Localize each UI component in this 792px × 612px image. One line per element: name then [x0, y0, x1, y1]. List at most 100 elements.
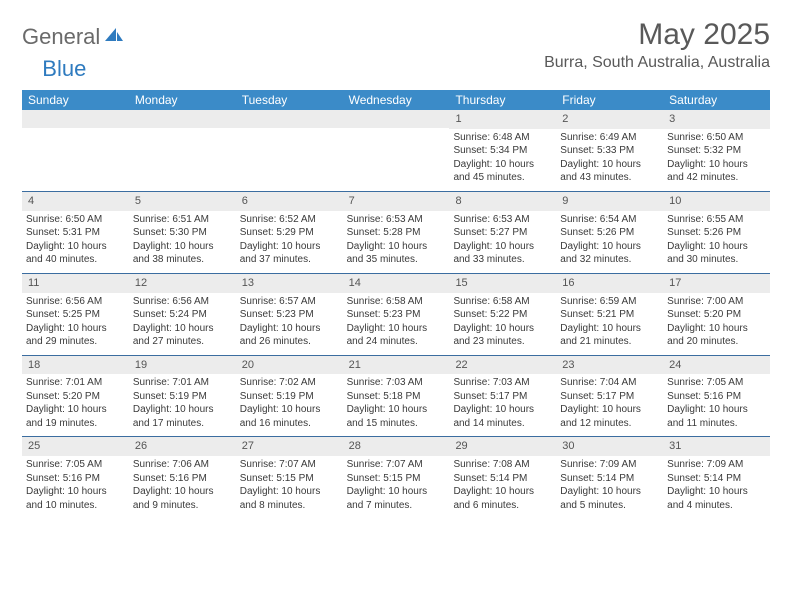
sunset-text: Sunset: 5:16 PM: [26, 472, 125, 486]
daylight-text: Daylight: 10 hours and 11 minutes.: [667, 403, 766, 430]
daylight-text: Daylight: 10 hours and 6 minutes.: [453, 485, 552, 512]
week-row: 1Sunrise: 6:48 AMSunset: 5:34 PMDaylight…: [22, 110, 770, 192]
sunrise-text: Sunrise: 6:59 AM: [560, 295, 659, 309]
day-cell: 14Sunrise: 6:58 AMSunset: 5:23 PMDayligh…: [343, 274, 450, 355]
day-body: Sunrise: 6:53 AMSunset: 5:28 PMDaylight:…: [343, 211, 450, 273]
sunset-text: Sunset: 5:22 PM: [453, 308, 552, 322]
week-row: 18Sunrise: 7:01 AMSunset: 5:20 PMDayligh…: [22, 356, 770, 438]
day-cell: 8Sunrise: 6:53 AMSunset: 5:27 PMDaylight…: [449, 192, 556, 273]
sunrise-text: Sunrise: 7:01 AM: [133, 376, 232, 390]
sunrise-text: Sunrise: 7:03 AM: [347, 376, 446, 390]
day-cell: 13Sunrise: 6:57 AMSunset: 5:23 PMDayligh…: [236, 274, 343, 355]
sunset-text: Sunset: 5:25 PM: [26, 308, 125, 322]
daylight-text: Daylight: 10 hours and 40 minutes.: [26, 240, 125, 267]
sunset-text: Sunset: 5:14 PM: [560, 472, 659, 486]
daylight-text: Daylight: 10 hours and 45 minutes.: [453, 158, 552, 185]
daylight-text: Daylight: 10 hours and 30 minutes.: [667, 240, 766, 267]
day-number: 25: [22, 437, 129, 456]
sunset-text: Sunset: 5:17 PM: [560, 390, 659, 404]
dow-row: Sunday Monday Tuesday Wednesday Thursday…: [22, 90, 770, 110]
day-cell: 30Sunrise: 7:09 AMSunset: 5:14 PMDayligh…: [556, 437, 663, 518]
dow-thursday: Thursday: [449, 90, 556, 110]
day-cell: 26Sunrise: 7:06 AMSunset: 5:16 PMDayligh…: [129, 437, 236, 518]
day-body: Sunrise: 7:01 AMSunset: 5:19 PMDaylight:…: [129, 374, 236, 436]
day-number: 2: [556, 110, 663, 129]
day-body: Sunrise: 6:53 AMSunset: 5:27 PMDaylight:…: [449, 211, 556, 273]
sunrise-text: Sunrise: 6:55 AM: [667, 213, 766, 227]
day-cell: 25Sunrise: 7:05 AMSunset: 5:16 PMDayligh…: [22, 437, 129, 518]
day-number: 13: [236, 274, 343, 293]
logo: General: [22, 18, 125, 50]
day-cell: 19Sunrise: 7:01 AMSunset: 5:19 PMDayligh…: [129, 356, 236, 437]
calendar: Sunday Monday Tuesday Wednesday Thursday…: [22, 90, 770, 518]
daylight-text: Daylight: 10 hours and 5 minutes.: [560, 485, 659, 512]
weeks-container: 1Sunrise: 6:48 AMSunset: 5:34 PMDaylight…: [22, 110, 770, 518]
day-number: 19: [129, 356, 236, 375]
day-number: 1: [449, 110, 556, 129]
day-number: 6: [236, 192, 343, 211]
daylight-text: Daylight: 10 hours and 29 minutes.: [26, 322, 125, 349]
sunset-text: Sunset: 5:26 PM: [667, 226, 766, 240]
dow-wednesday: Wednesday: [343, 90, 450, 110]
sunset-text: Sunset: 5:28 PM: [347, 226, 446, 240]
day-body: Sunrise: 6:56 AMSunset: 5:24 PMDaylight:…: [129, 293, 236, 355]
day-cell: 10Sunrise: 6:55 AMSunset: 5:26 PMDayligh…: [663, 192, 770, 273]
logo-text-general: General: [22, 24, 100, 50]
day-number: 9: [556, 192, 663, 211]
empty-day: [236, 110, 343, 128]
sunset-text: Sunset: 5:19 PM: [240, 390, 339, 404]
day-cell: 31Sunrise: 7:09 AMSunset: 5:14 PMDayligh…: [663, 437, 770, 518]
sunrise-text: Sunrise: 7:06 AM: [133, 458, 232, 472]
day-number: 28: [343, 437, 450, 456]
day-cell: 12Sunrise: 6:56 AMSunset: 5:24 PMDayligh…: [129, 274, 236, 355]
day-body: Sunrise: 7:01 AMSunset: 5:20 PMDaylight:…: [22, 374, 129, 436]
day-body: Sunrise: 7:06 AMSunset: 5:16 PMDaylight:…: [129, 456, 236, 518]
daylight-text: Daylight: 10 hours and 26 minutes.: [240, 322, 339, 349]
day-body: Sunrise: 7:04 AMSunset: 5:17 PMDaylight:…: [556, 374, 663, 436]
daylight-text: Daylight: 10 hours and 21 minutes.: [560, 322, 659, 349]
day-number: 5: [129, 192, 236, 211]
sunset-text: Sunset: 5:18 PM: [347, 390, 446, 404]
sunset-text: Sunset: 5:15 PM: [347, 472, 446, 486]
sunset-text: Sunset: 5:26 PM: [560, 226, 659, 240]
sunrise-text: Sunrise: 6:51 AM: [133, 213, 232, 227]
day-cell: 2Sunrise: 6:49 AMSunset: 5:33 PMDaylight…: [556, 110, 663, 191]
daylight-text: Daylight: 10 hours and 32 minutes.: [560, 240, 659, 267]
day-number: 29: [449, 437, 556, 456]
day-body: Sunrise: 6:56 AMSunset: 5:25 PMDaylight:…: [22, 293, 129, 355]
sunset-text: Sunset: 5:23 PM: [240, 308, 339, 322]
day-body: Sunrise: 6:50 AMSunset: 5:31 PMDaylight:…: [22, 211, 129, 273]
logo-sail-icon: [100, 24, 125, 50]
day-body: Sunrise: 7:00 AMSunset: 5:20 PMDaylight:…: [663, 293, 770, 355]
daylight-text: Daylight: 10 hours and 43 minutes.: [560, 158, 659, 185]
day-cell: 6Sunrise: 6:52 AMSunset: 5:29 PMDaylight…: [236, 192, 343, 273]
day-cell: [22, 110, 129, 191]
day-body: Sunrise: 7:03 AMSunset: 5:17 PMDaylight:…: [449, 374, 556, 436]
day-number: 27: [236, 437, 343, 456]
day-cell: 9Sunrise: 6:54 AMSunset: 5:26 PMDaylight…: [556, 192, 663, 273]
day-cell: [129, 110, 236, 191]
day-body: Sunrise: 6:58 AMSunset: 5:23 PMDaylight:…: [343, 293, 450, 355]
sunrise-text: Sunrise: 6:58 AM: [347, 295, 446, 309]
sunrise-text: Sunrise: 7:00 AM: [667, 295, 766, 309]
sunrise-text: Sunrise: 7:01 AM: [26, 376, 125, 390]
day-body: Sunrise: 6:54 AMSunset: 5:26 PMDaylight:…: [556, 211, 663, 273]
day-cell: 20Sunrise: 7:02 AMSunset: 5:19 PMDayligh…: [236, 356, 343, 437]
sunset-text: Sunset: 5:31 PM: [26, 226, 125, 240]
sunrise-text: Sunrise: 6:54 AM: [560, 213, 659, 227]
day-cell: 11Sunrise: 6:56 AMSunset: 5:25 PMDayligh…: [22, 274, 129, 355]
sunset-text: Sunset: 5:29 PM: [240, 226, 339, 240]
sunset-text: Sunset: 5:20 PM: [667, 308, 766, 322]
sunset-text: Sunset: 5:33 PM: [560, 144, 659, 158]
sunrise-text: Sunrise: 7:05 AM: [667, 376, 766, 390]
sunset-text: Sunset: 5:19 PM: [133, 390, 232, 404]
day-body: Sunrise: 6:57 AMSunset: 5:23 PMDaylight:…: [236, 293, 343, 355]
daylight-text: Daylight: 10 hours and 37 minutes.: [240, 240, 339, 267]
sunset-text: Sunset: 5:23 PM: [347, 308, 446, 322]
sunrise-text: Sunrise: 7:07 AM: [240, 458, 339, 472]
daylight-text: Daylight: 10 hours and 10 minutes.: [26, 485, 125, 512]
day-cell: [236, 110, 343, 191]
sunrise-text: Sunrise: 6:56 AM: [133, 295, 232, 309]
sunset-text: Sunset: 5:14 PM: [667, 472, 766, 486]
month-title: May 2025: [544, 18, 770, 52]
